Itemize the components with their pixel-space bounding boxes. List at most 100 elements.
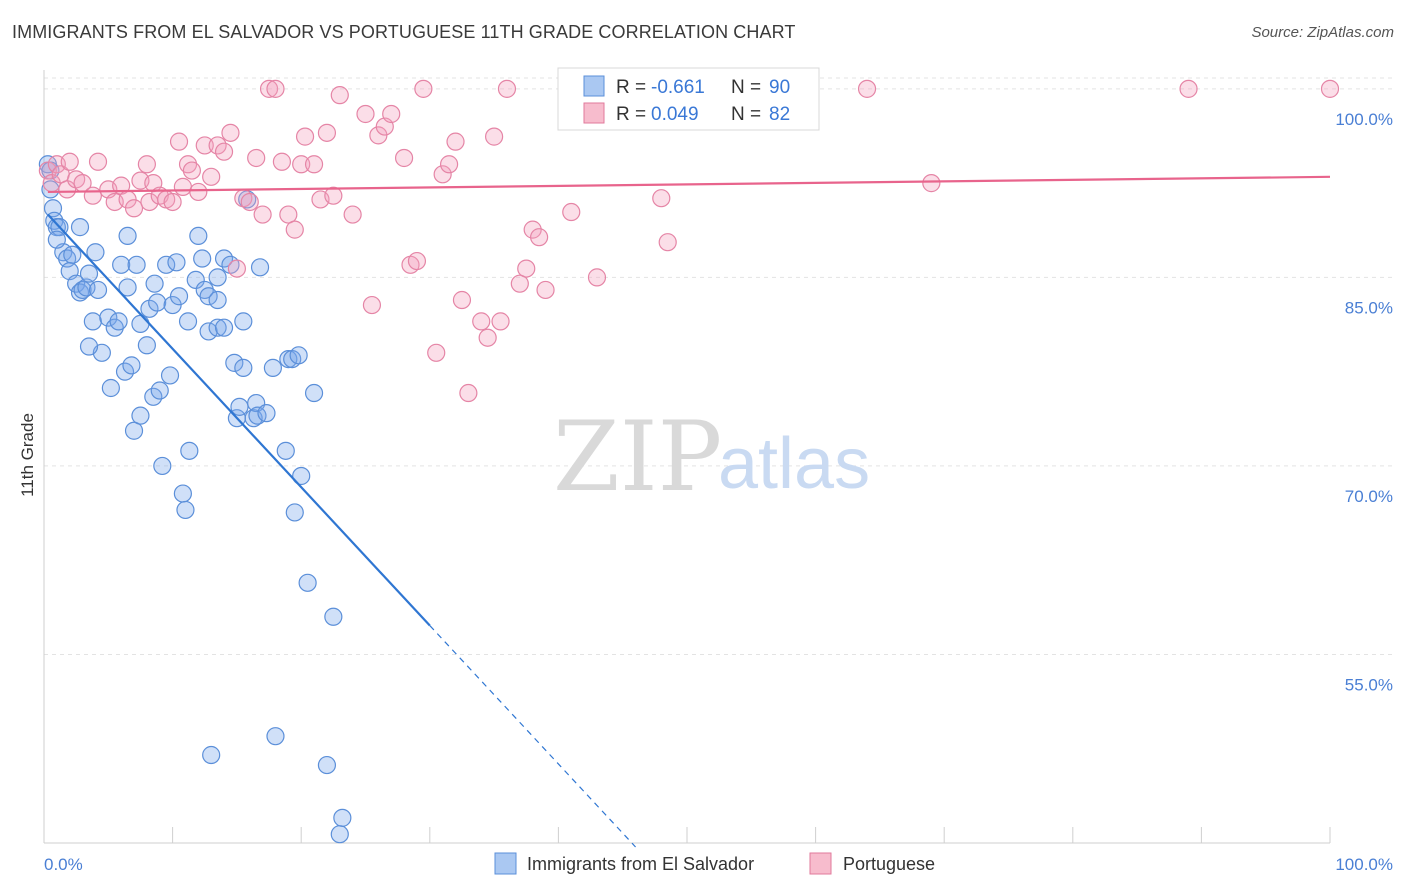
point-el-salvador <box>47 230 66 249</box>
point-portuguese <box>587 268 607 287</box>
point-el-salvador <box>148 293 167 312</box>
point-el-salvador <box>189 226 208 246</box>
point-el-salvador <box>79 337 99 356</box>
point-portuguese <box>88 152 108 171</box>
legend-r-label: R = <box>616 77 646 98</box>
point-portuguese <box>472 312 491 331</box>
bottom-legend-swatch-el-salvador <box>494 852 517 875</box>
point-portuguese <box>83 186 102 205</box>
point-el-salvador <box>225 353 244 372</box>
point-portuguese <box>317 123 337 142</box>
point-el-salvador <box>289 346 308 365</box>
point-el-salvador <box>292 466 311 486</box>
y-tick-label: 100.0% <box>1335 110 1393 129</box>
point-el-salvador <box>257 404 276 423</box>
trend-line-el-salvador-extension <box>429 625 636 848</box>
point-el-salvador <box>122 356 141 375</box>
point-el-salvador <box>109 312 128 331</box>
x-tick-labels: 0.0% 100.0% <box>44 855 1393 874</box>
legend-n-label: N = <box>731 77 761 98</box>
point-el-salvador <box>330 825 349 844</box>
point-portuguese <box>459 383 478 403</box>
point-portuguese <box>324 186 343 205</box>
series-el-salvador-points <box>38 155 352 844</box>
point-portuguese <box>362 295 382 315</box>
point-portuguese <box>214 142 234 161</box>
point-el-salvador <box>180 441 199 460</box>
point-portuguese <box>356 104 375 124</box>
point-portuguese <box>169 132 189 151</box>
point-portuguese <box>330 86 349 105</box>
point-portuguese <box>295 127 315 146</box>
point-portuguese <box>189 182 208 202</box>
point-el-salvador <box>176 500 195 520</box>
point-portuguese <box>523 220 542 239</box>
legend-swatch-portuguese <box>583 102 605 124</box>
point-el-salvador <box>160 366 180 385</box>
point-portuguese <box>292 155 311 174</box>
point-portuguese <box>253 205 272 224</box>
point-el-salvador <box>250 258 270 277</box>
point-portuguese <box>279 205 298 224</box>
point-portuguese <box>259 79 279 98</box>
point-el-salvador <box>118 226 137 246</box>
point-portuguese <box>485 127 504 146</box>
point-el-salvador <box>263 358 283 377</box>
point-el-salvador <box>317 755 337 775</box>
y-tick-label: 70.0% <box>1345 487 1393 506</box>
x-tick-label-min: 0.0% <box>44 855 83 874</box>
point-portuguese <box>536 280 555 300</box>
bottom-legend-label-portuguese: Portuguese <box>843 854 935 874</box>
point-portuguese <box>530 228 549 247</box>
point-portuguese <box>124 199 144 218</box>
point-portuguese <box>407 251 427 271</box>
point-portuguese <box>658 233 677 252</box>
point-el-salvador <box>285 503 304 522</box>
point-portuguese <box>394 148 414 168</box>
point-el-salvador <box>214 318 234 337</box>
point-el-salvador <box>193 249 212 268</box>
source-label: Source: ZipAtlas.com <box>1251 24 1394 41</box>
point-portuguese <box>173 177 192 196</box>
point-portuguese <box>1179 79 1198 98</box>
trend-lines <box>47 175 1331 848</box>
point-el-salvador <box>276 441 295 460</box>
legend-n-value-el-salvador: 90 <box>769 77 790 98</box>
axes <box>43 70 1331 844</box>
bottom-legend-label-el-salvador: Immigrants from El Salvador <box>527 854 754 874</box>
point-portuguese <box>382 104 401 124</box>
point-el-salvador <box>279 349 298 369</box>
point-portuguese <box>60 152 79 171</box>
legend-r-label: R = <box>616 104 646 125</box>
point-portuguese <box>510 274 529 293</box>
point-portuguese <box>497 79 517 98</box>
point-portuguese <box>439 155 459 174</box>
point-el-salvador <box>199 287 218 306</box>
point-el-salvador <box>208 268 227 287</box>
point-el-salvador <box>124 421 144 440</box>
point-portuguese <box>272 152 292 171</box>
point-portuguese <box>446 132 465 151</box>
y-tick-labels: 55.0% 70.0% 85.0% 100.0% <box>1335 110 1393 695</box>
point-portuguese <box>182 161 201 180</box>
point-el-salvador <box>167 253 186 272</box>
point-portuguese <box>304 155 324 174</box>
legend-swatch-el-salvador <box>583 75 605 97</box>
point-el-salvador <box>145 274 164 293</box>
point-el-salvador <box>186 270 205 290</box>
point-portuguese <box>195 136 214 155</box>
point-el-salvador <box>173 484 192 503</box>
watermark: ZIP atlas <box>553 401 870 513</box>
bottom-legend: Immigrants from El Salvador Portuguese <box>494 852 935 875</box>
point-el-salvador <box>131 406 150 425</box>
watermark-zip: ZIP <box>553 401 722 513</box>
point-portuguese <box>478 328 497 347</box>
point-el-salvador <box>86 243 105 262</box>
point-portuguese <box>427 343 446 362</box>
point-portuguese <box>240 192 259 212</box>
chart-title: IMMIGRANTS FROM EL SALVADOR VS PORTUGUES… <box>12 22 796 42</box>
point-portuguese <box>414 79 433 98</box>
point-portuguese <box>58 180 77 199</box>
legend-r-value-portuguese: 0.049 <box>651 104 699 125</box>
